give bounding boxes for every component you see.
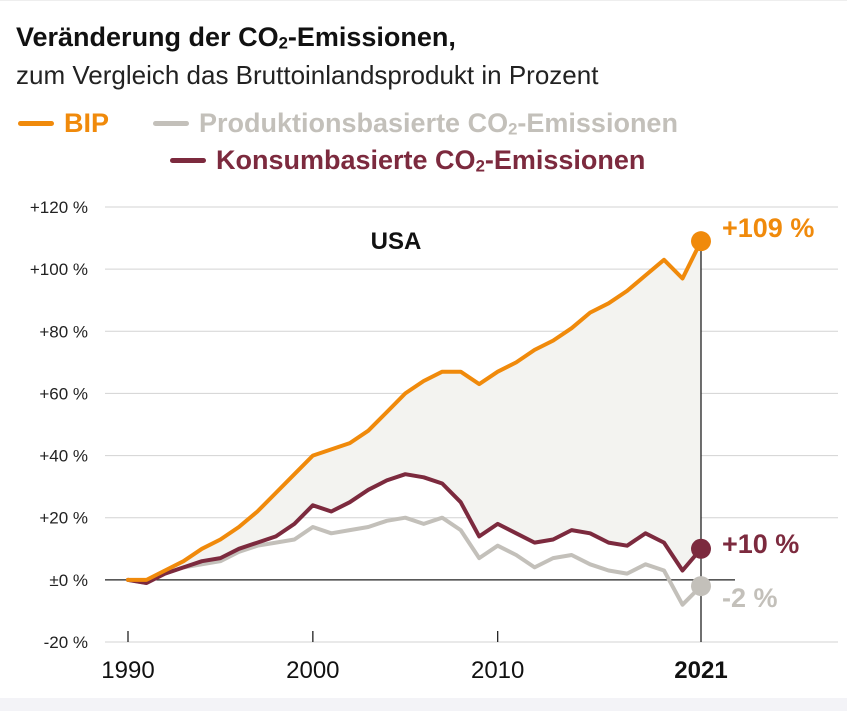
- endpoint-dot-consumption: [691, 538, 711, 559]
- series-line-bip: [126, 239, 703, 582]
- y-tick-label: ±0 %: [49, 571, 88, 590]
- chart-subtitle: zum Vergleich das Bruttoinlandsprodukt i…: [16, 60, 599, 90]
- legend-label-consumption: Konsumbasierte CO2-Emissionen: [216, 145, 646, 176]
- legend-label-production: Produktionsbasierte CO2-Emissionen: [199, 108, 678, 139]
- gap-fill-area: [128, 241, 701, 583]
- y-tick-label: +40 %: [39, 447, 88, 466]
- y-axis-ticks: -20 % ±0 % +20 % +40 % +60 % +80 % +100 % +120 …: [30, 198, 88, 652]
- footer-bar: [0, 698, 847, 711]
- legend-swatch-production: [153, 121, 190, 127]
- chart-title: Veränderung der CO2-Emissionen,: [16, 22, 456, 53]
- legend-label-bip: BIP: [64, 108, 110, 139]
- series-line-consumption: [126, 472, 703, 585]
- legend-row-2: Konsumbasierte CO2-Emissionen: [170, 145, 645, 177]
- y-tick-label: -20 %: [44, 633, 88, 652]
- x-axis-ticks: 1990 2000 2010 2021: [101, 631, 728, 684]
- legend-item-bip: BIP: [18, 108, 109, 139]
- x-tick-label: 2010: [471, 657, 524, 684]
- x-tick-label: 2000: [286, 657, 339, 684]
- y-tick-label: +120 %: [30, 198, 88, 217]
- endpoint-label-bip: +109 %: [722, 213, 814, 243]
- endpoint-dot-production: [691, 576, 711, 597]
- y-tick-label: +60 %: [39, 384, 88, 403]
- legend-row-1: BIP Produktionsbasierte CO2-Emissionen: [18, 108, 678, 140]
- endpoint-label-consumption: +10 %: [722, 529, 799, 559]
- x-tick-label: 1990: [101, 657, 154, 684]
- series-line-production: [126, 515, 703, 607]
- top-divider: [0, 0, 847, 1]
- legend-item-consumption: Konsumbasierte CO2-Emissionen: [170, 145, 645, 177]
- legend-item-production: Produktionsbasierte CO2-Emissionen: [153, 108, 678, 140]
- region-label: USA: [371, 228, 422, 255]
- x-tick-label: 2021: [674, 657, 727, 684]
- legend-swatch-consumption: [170, 158, 206, 164]
- endpoint-label-production: -2 %: [722, 583, 778, 613]
- legend-swatch-bip: [18, 121, 54, 127]
- y-tick-label: +20 %: [39, 509, 88, 528]
- y-tick-label: +100 %: [30, 260, 88, 279]
- series-lines: [126, 239, 703, 607]
- y-tick-label: +80 %: [39, 322, 88, 341]
- endpoint-dot-bip: [691, 231, 711, 252]
- series-endpoints: +109 % +10 % -2 %: [691, 213, 814, 613]
